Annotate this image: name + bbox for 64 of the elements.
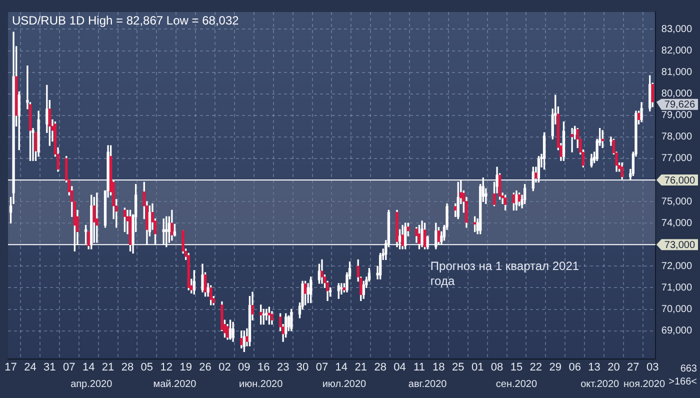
x-tick-label: 24 <box>24 361 36 374</box>
x2-tick-label: окт.2020 <box>580 378 620 390</box>
x-tick-label: 06 <box>568 361 581 374</box>
x2-tick-label: апр.2020 <box>70 378 113 390</box>
x-tick-label: 12 <box>160 361 173 374</box>
x-tick-label: 07 <box>316 361 328 374</box>
x-tick-label: 21 <box>354 361 368 374</box>
x-tick-label: 22 <box>530 361 542 374</box>
y-tick-label: 79,000 <box>661 110 692 122</box>
x-tick-label: 16 <box>258 361 270 374</box>
x-tick-label: 08 <box>490 361 504 374</box>
y-tick-label: 78,000 <box>661 132 692 143</box>
x-tick-label: 28 <box>374 361 386 374</box>
x-tick-label: 31 <box>44 361 56 374</box>
x-tick-label: 05 <box>140 361 154 374</box>
y-tick-label: 83,000 <box>661 24 692 35</box>
x2-tick-label: июн.2020 <box>239 378 284 390</box>
y-tick-label: 70,000 <box>661 304 692 316</box>
x-tick-label: 14 <box>335 361 348 374</box>
y-tick-label: 71,000 <box>661 282 692 294</box>
text: 79,626 <box>664 100 696 111</box>
text: >166< <box>668 376 698 388</box>
x-tick-label: 18 <box>432 361 445 374</box>
x-tick-label: 19 <box>180 361 192 374</box>
x2-tick-label: авг.2020 <box>408 378 448 390</box>
y-tick-label: 82,000 <box>661 46 692 57</box>
y-tick-label: 75,000 <box>661 196 692 208</box>
x2-tick-label: ноя.2020 <box>624 378 666 390</box>
x-tick-label: 09 <box>238 361 250 374</box>
candlestick <box>570 128 574 152</box>
x-tick-label: 30 <box>296 361 309 374</box>
y-tick-label: 72,000 <box>661 260 692 272</box>
x-tick-label: 20 <box>608 361 620 374</box>
x2-tick-label: июл.2020 <box>322 378 367 390</box>
x-tick-label: 15 <box>510 361 523 374</box>
x-tick-label: 29 <box>549 361 562 374</box>
x-tick-label: 27 <box>627 361 640 374</box>
x-tick-label: 03 <box>646 361 659 374</box>
x-tick-label: 23 <box>276 361 290 374</box>
x-tick-label: 21 <box>102 361 114 374</box>
ref-line-label: 73,000 <box>664 240 696 251</box>
x-tick-label: 28 <box>121 361 134 374</box>
y-tick-label: 77,000 <box>661 153 692 164</box>
y-tick-label: 81,000 <box>661 67 692 78</box>
band-label: Прогноз на 1 квартал 2021 года <box>430 258 580 288</box>
x2-tick-label: сен.2020 <box>496 378 538 390</box>
x-tick-label: 01 <box>471 361 484 374</box>
x-tick-label: 11 <box>414 361 425 374</box>
x2-tick-label: май.2020 <box>153 378 197 390</box>
y-tick-label: 69,000 <box>661 326 692 337</box>
x-tick-label: 13 <box>588 361 600 374</box>
x-tick-label: 25 <box>452 361 464 374</box>
candlestick <box>340 283 343 295</box>
text: 663 <box>680 364 698 375</box>
x-tick-label: 14 <box>82 361 95 374</box>
y-tick-label: 74,000 <box>661 218 692 229</box>
x-tick-label: 17 <box>4 361 17 374</box>
chart-title: USD/RUB 1D High = 82,867 Low = 68,032 <box>12 13 240 28</box>
y-tick-label: 80,000 <box>661 88 692 100</box>
x-tick-label: 26 <box>199 361 212 374</box>
x-tick-label: 07 <box>63 361 76 374</box>
x-tick-label: 02 <box>218 361 231 374</box>
x-tick-label: 04 <box>394 361 406 374</box>
ref-line-label: 76,000 <box>664 175 696 186</box>
